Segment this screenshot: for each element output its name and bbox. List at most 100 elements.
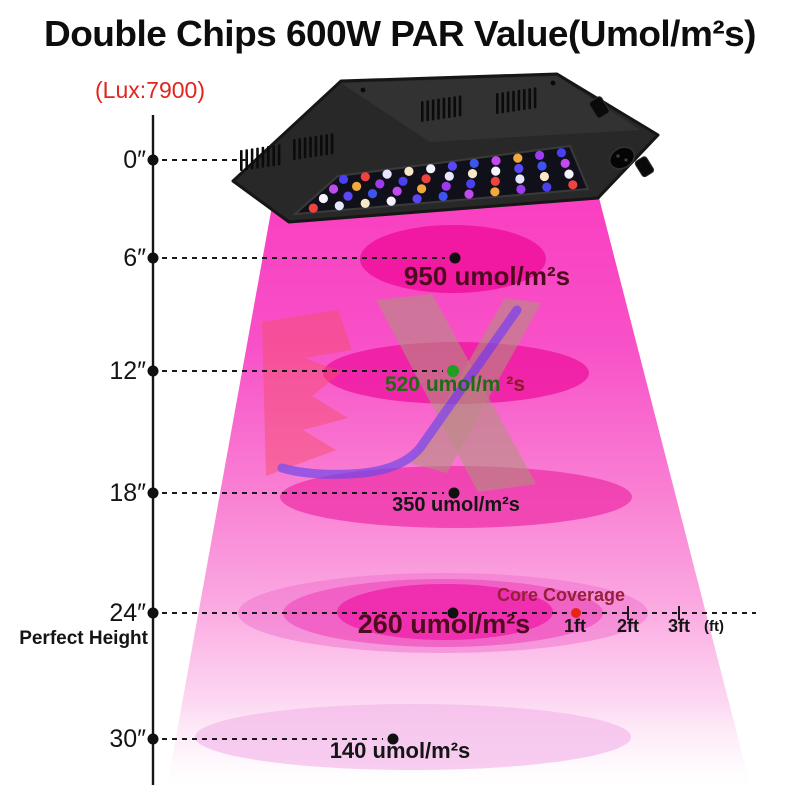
coverage-ellipse-30in: [195, 704, 631, 770]
vent-slot: [267, 146, 270, 167]
height-label-12in: 12″: [109, 357, 146, 385]
vent-slot: [256, 147, 259, 169]
height-label-24in: 24″: [109, 599, 146, 627]
watermark-logo: [262, 294, 541, 492]
measure-dot-6in: [449, 252, 461, 264]
height-label-30in: 30″: [109, 725, 146, 753]
led-chip: [438, 191, 448, 201]
vent-slot: [272, 145, 275, 167]
feet-label-2ft: 2ft: [617, 616, 639, 636]
vent-slot: [431, 99, 435, 121]
led-chip: [447, 161, 457, 171]
lamp-led-panel: [292, 144, 590, 216]
led-chip: [386, 196, 396, 206]
vent-slot: [309, 136, 312, 158]
led-chip: [490, 176, 500, 186]
lamp-power-socket: [608, 146, 636, 170]
vent-slot: [523, 89, 526, 110]
vent-slot: [240, 150, 243, 171]
par-value-30in: 140 umol/m²s: [330, 738, 471, 763]
measure-dot-12in: [447, 365, 459, 377]
led-chip: [417, 184, 427, 194]
grow-light-lamp: [231, 72, 660, 224]
led-chip: [535, 150, 545, 160]
led-chip: [441, 181, 451, 191]
led-chip: [560, 158, 570, 168]
axis-dot-12in: [147, 365, 159, 377]
par-value-18in: 350 umol/m²s: [392, 494, 520, 516]
measure-dot-18in: [448, 487, 460, 499]
lamp-vent-grilles: [240, 87, 537, 171]
measure-dot-30in: [387, 733, 399, 745]
core-coverage-label: Core Coverage: [497, 585, 625, 605]
watermark-swoosh: [277, 305, 522, 479]
lux-label: (Lux:7900): [95, 77, 205, 103]
vent-slot: [293, 139, 296, 160]
vent-slot: [250, 148, 254, 170]
height-label-18in: 18″: [109, 479, 146, 507]
vent-slot: [506, 91, 510, 113]
lamp-top-face: [341, 76, 640, 142]
led-chip: [392, 186, 402, 196]
led-chip: [469, 158, 479, 168]
led-chip: [444, 171, 454, 181]
height-label-6in: 6″: [123, 244, 146, 272]
led-chip: [308, 203, 318, 213]
led-chip: [491, 166, 501, 176]
led-chip: [515, 174, 525, 184]
socket-pin: [616, 154, 620, 158]
axis-dot-18in: [147, 487, 159, 499]
led-chip: [334, 201, 344, 211]
led-chip: [556, 148, 567, 158]
vent-slot: [320, 135, 323, 156]
led-chip: [467, 169, 478, 179]
axis-tick-dots: [147, 154, 159, 745]
led-chip: [490, 187, 500, 197]
lamp-led-grid: [308, 148, 578, 213]
vent-slot: [303, 137, 307, 159]
measure-dot-24in: [447, 607, 459, 619]
led-chip: [514, 163, 524, 174]
vent-slot: [501, 92, 504, 114]
led-chip: [367, 189, 378, 199]
vent-slot: [277, 144, 281, 166]
axis-dot-30in: [147, 733, 159, 745]
par-value-12in-suffix: ²s: [506, 373, 525, 396]
vent-slot: [512, 90, 515, 112]
watermark-e-shape: [262, 310, 352, 476]
lamp-switch: [588, 96, 610, 119]
vent-slot: [448, 97, 451, 118]
feet-unit-label: (ft): [704, 618, 724, 635]
vent-slot: [517, 89, 521, 111]
led-chip: [352, 181, 362, 191]
led-chip: [421, 174, 431, 184]
led-chip: [328, 184, 339, 194]
led-chip: [568, 180, 578, 190]
feet-label-3ft: 3ft: [668, 616, 690, 636]
par-value-12in: 520 umol/m ²s: [385, 373, 525, 396]
led-chip: [426, 164, 436, 174]
led-chip: [513, 153, 523, 163]
vent-slot: [426, 100, 429, 122]
lamp-screw: [550, 80, 556, 86]
vent-slot: [421, 101, 424, 122]
led-chip: [338, 174, 349, 184]
axis-dot-6in: [147, 252, 159, 264]
height-label-0in: 0″: [123, 146, 146, 174]
dashed-guides: [162, 159, 756, 740]
watermark-x-arm-2: [410, 298, 541, 473]
vent-slot: [261, 146, 265, 168]
led-chip: [398, 176, 408, 186]
led-chip: [466, 179, 476, 189]
led-chip: [516, 184, 526, 194]
led-chip: [375, 179, 385, 189]
vent-slot: [496, 93, 499, 114]
axis-dot-24in: [147, 607, 159, 619]
par-value-6in: 950 umol/m²s: [404, 261, 570, 291]
led-chip: [318, 193, 328, 204]
perfect-height-label: Perfect Height: [19, 628, 148, 649]
vent-slot: [528, 88, 531, 110]
vent-slot: [533, 87, 537, 109]
